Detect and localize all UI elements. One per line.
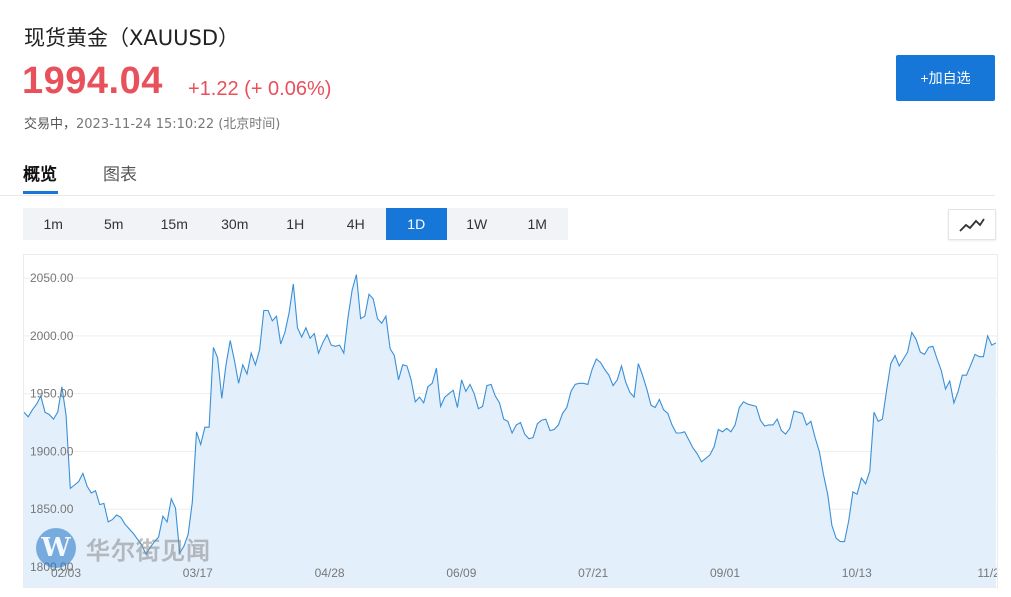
x-tick-label: 06/09 xyxy=(446,566,476,580)
period-30m[interactable]: 30m xyxy=(221,216,249,232)
tab-bar: 概览 图表 xyxy=(0,150,995,196)
current-price: 1994.04 xyxy=(22,60,163,102)
status-label: 交易中， xyxy=(24,117,77,132)
watermark: W 华尔街见闻 xyxy=(36,528,211,568)
x-tick-label: 11/2 xyxy=(977,566,997,580)
period-1d[interactable]: 1D xyxy=(386,208,447,240)
x-tick-label: 03/17 xyxy=(183,566,213,580)
x-tick-label: 04/28 xyxy=(315,566,345,580)
x-tick-label: 02/03 xyxy=(51,566,81,580)
y-tick-label: 1850.00 xyxy=(30,502,74,516)
period-15m[interactable]: 15m xyxy=(160,216,188,232)
timezone-label: (北京时间) xyxy=(218,117,281,132)
period-selector: 1m 5m 15m 30m 1H 4H 1D 1W 1M xyxy=(23,208,568,240)
price-chart-svg: 1800.001850.001900.001950.002000.002050.… xyxy=(24,271,997,587)
tab-overview[interactable]: 概览 xyxy=(23,165,57,185)
active-tab-indicator xyxy=(23,191,58,194)
chart-type-button[interactable] xyxy=(948,209,996,240)
y-tick-label: 1950.00 xyxy=(30,387,74,401)
period-5m[interactable]: 5m xyxy=(104,216,124,232)
y-tick-label: 2050.00 xyxy=(30,271,74,285)
add-to-watchlist-button[interactable]: +加自选 xyxy=(896,55,995,101)
x-tick-label: 09/01 xyxy=(710,566,740,580)
tab-chart[interactable]: 图表 xyxy=(103,165,137,185)
trading-status: 交易中，2023-11-24 15:10:22 (北京时间) xyxy=(24,113,280,132)
page-title: 现货黄金（XAUUSD） xyxy=(24,26,239,50)
period-1w[interactable]: 1W xyxy=(466,216,488,232)
x-tick-label: 10/13 xyxy=(842,566,872,580)
x-tick-label: 07/21 xyxy=(578,566,608,580)
watermark-text: 华尔街见闻 xyxy=(86,535,211,565)
y-tick-label: 2000.00 xyxy=(30,329,74,343)
line-chart-icon xyxy=(959,218,985,232)
period-1m[interactable]: 1m xyxy=(43,216,63,232)
period-4h[interactable]: 4H xyxy=(346,216,365,232)
period-1h[interactable]: 1H xyxy=(286,216,305,232)
price-chart: 1800.001850.001900.001950.002000.002050.… xyxy=(23,254,998,588)
price-area xyxy=(24,274,996,587)
timestamp: 2023-11-24 15:10:22 xyxy=(76,117,215,132)
period-1mo[interactable]: 1M xyxy=(527,216,547,232)
price-change: +1.22 (+ 0.06%) xyxy=(188,78,332,100)
watermark-logo: W xyxy=(36,528,76,568)
y-tick-label: 1900.00 xyxy=(30,444,74,458)
price-line xyxy=(24,274,997,556)
